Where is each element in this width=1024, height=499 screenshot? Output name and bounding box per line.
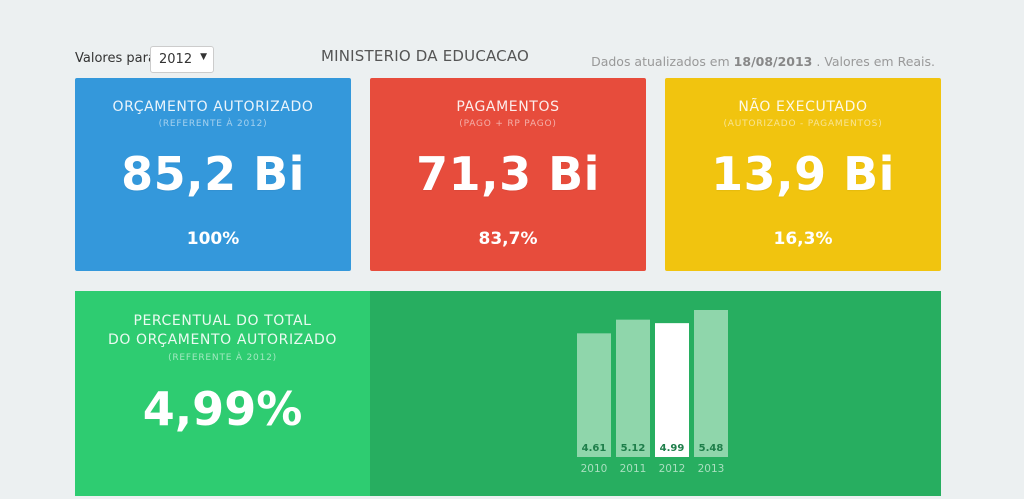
card-title: PAGAMENTOS bbox=[456, 99, 560, 115]
dropdown-arrow-icon: ▼ bbox=[200, 52, 207, 62]
card-percent: 100% bbox=[186, 229, 240, 249]
card-title: ORÇAMENTO AUTORIZADO bbox=[112, 99, 314, 115]
updated-info: Dados atualizados em 18/08/2013 . Valore… bbox=[591, 54, 935, 69]
bar-category-label: 2011 bbox=[620, 463, 647, 475]
card-subtitle: (PAGO + RP PAGO) bbox=[459, 119, 557, 129]
percentual-value: 4,99% bbox=[142, 382, 303, 436]
card-percent: 83,7% bbox=[478, 229, 538, 249]
card-value: 71,3 Bi bbox=[416, 147, 600, 201]
bar-category-label: 2013 bbox=[698, 463, 725, 475]
percentual-title: PERCENTUAL DO TOTAL DO ORÇAMENTO AUTORIZ… bbox=[75, 312, 370, 350]
updated-prefix: Dados atualizados em bbox=[591, 54, 730, 69]
bar-2011[interactable] bbox=[616, 319, 650, 457]
bar-value-label: 4.61 bbox=[582, 443, 607, 454]
card-title: NÃO EXECUTADO bbox=[738, 99, 868, 115]
card-subtitle: (AUTORIZADO - PAGAMENTOS) bbox=[723, 119, 883, 129]
bar-value-label: 4.99 bbox=[660, 443, 685, 454]
year-select[interactable]: 2012 ▼ bbox=[150, 46, 214, 73]
percentual-panel: PERCENTUAL DO TOTAL DO ORÇAMENTO AUTORIZ… bbox=[75, 291, 941, 496]
top-bar: Valores para 2012 ▼ MINISTERIO DA EDUCAC… bbox=[75, 46, 941, 74]
bar-value-label: 5.12 bbox=[621, 443, 646, 454]
updated-suffix: . Valores em Reais. bbox=[816, 54, 935, 69]
updated-date: 18/08/2013 bbox=[733, 54, 813, 69]
bar-category-label: 2010 bbox=[581, 463, 608, 475]
percentual-subtitle: (REFERENTE À 2012) bbox=[168, 353, 277, 363]
percentual-bar-chart: 4.61 2010 5.12 2011 4.99 2012 5.48 2013 bbox=[577, 310, 728, 475]
bar-category-label: 2012 bbox=[659, 463, 686, 475]
card-pagamentos: PAGAMENTOS (PAGO + RP PAGO) 71,3 Bi 83,7… bbox=[370, 78, 646, 271]
card-value: 13,9 Bi bbox=[711, 147, 895, 201]
card-value: 85,2 Bi bbox=[121, 147, 305, 201]
percentual-title-line1: PERCENTUAL DO TOTAL bbox=[133, 313, 312, 329]
bar-2013[interactable] bbox=[694, 310, 728, 457]
year-label: Valores para bbox=[75, 51, 156, 66]
percentual-summary: PERCENTUAL DO TOTAL DO ORÇAMENTO AUTORIZ… bbox=[75, 291, 370, 496]
card-percent: 16,3% bbox=[773, 229, 833, 249]
bar-value-label: 5.48 bbox=[699, 443, 724, 454]
year-select-value: 2012 bbox=[159, 52, 193, 67]
bar-2012[interactable] bbox=[655, 323, 689, 457]
percentual-chart-area: 4.61 2010 5.12 2011 4.99 2012 5.48 2013 bbox=[370, 291, 941, 496]
card-orcamento-autorizado: ORÇAMENTO AUTORIZADO (REFERENTE À 2012) … bbox=[75, 78, 351, 271]
bar-2010[interactable] bbox=[577, 333, 611, 457]
page-title: MINISTERIO DA EDUCACAO bbox=[321, 47, 530, 65]
card-nao-executado: NÃO EXECUTADO (AUTORIZADO - PAGAMENTOS) … bbox=[665, 78, 941, 271]
percentual-title-line2: DO ORÇAMENTO AUTORIZADO bbox=[107, 332, 338, 348]
card-subtitle: (REFERENTE À 2012) bbox=[158, 119, 268, 129]
